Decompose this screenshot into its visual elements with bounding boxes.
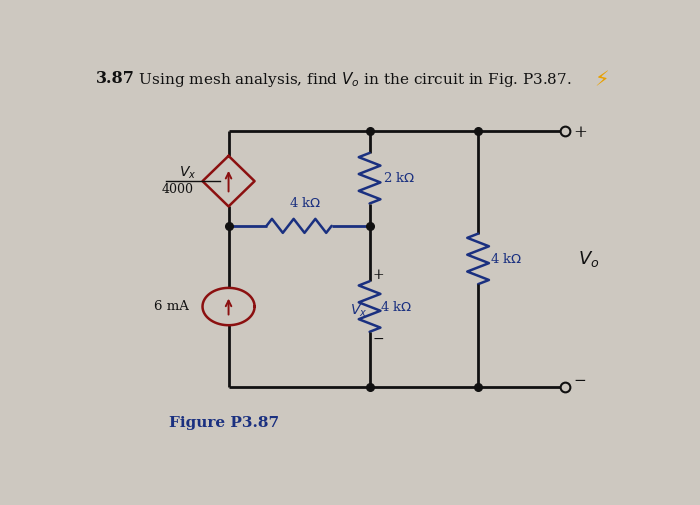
Text: $V_x$: $V_x$ [178, 165, 196, 181]
Text: 4 k$\Omega$: 4 k$\Omega$ [490, 252, 522, 266]
Text: $V_o$: $V_o$ [578, 249, 600, 269]
Text: 3.87: 3.87 [96, 70, 134, 87]
Text: 4 k$\Omega$: 4 k$\Omega$ [381, 299, 413, 314]
Text: −: − [372, 332, 384, 346]
Text: ⚡: ⚡ [595, 70, 610, 90]
Text: Figure P3.87: Figure P3.87 [169, 416, 279, 430]
Text: −: − [573, 374, 586, 388]
Text: +: + [573, 124, 587, 141]
Text: 2 k$\Omega$: 2 k$\Omega$ [383, 171, 416, 185]
Text: +: + [372, 269, 384, 282]
Text: Using mesh analysis, find $V_o$ in the circuit in Fig. P3.87.: Using mesh analysis, find $V_o$ in the c… [134, 70, 571, 89]
Text: 4000: 4000 [161, 183, 193, 196]
Text: $V_x$: $V_x$ [349, 302, 367, 319]
Text: 6 mA: 6 mA [154, 300, 189, 313]
Text: 4 k$\Omega$: 4 k$\Omega$ [289, 196, 321, 210]
